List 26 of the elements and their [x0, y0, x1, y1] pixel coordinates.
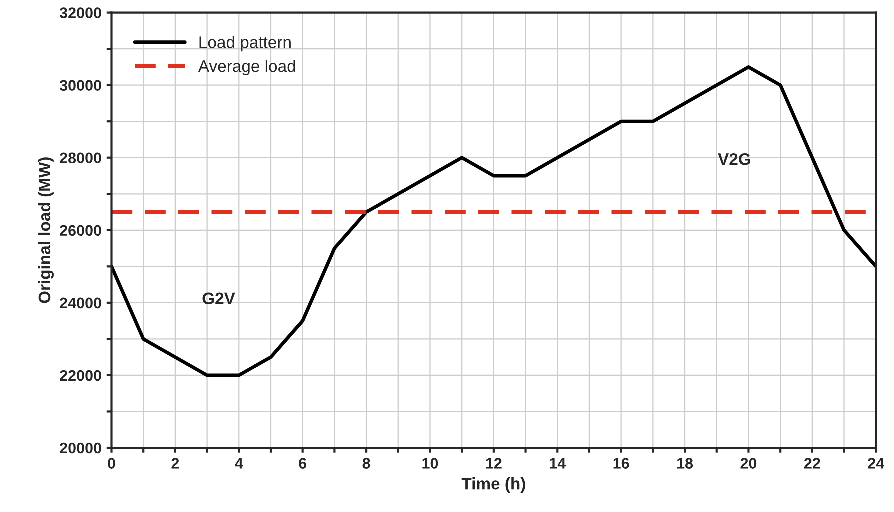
legend-label: Average load	[198, 60, 296, 76]
x-tick-label: 14	[550, 458, 566, 469]
x-tick-label: 10	[422, 458, 438, 469]
y-axis-title: Original load (MW)	[38, 158, 54, 304]
x-tick-label: 22	[804, 458, 820, 469]
x-tick-label: 8	[362, 458, 370, 469]
legend-label: Load pattern	[200, 36, 291, 52]
x-tick-label: 18	[677, 458, 694, 469]
x-tick-label: 2	[172, 458, 180, 469]
y-tick-label: 26000	[60, 225, 102, 236]
annotation: V2G	[718, 153, 750, 166]
x-tick-label: 12	[486, 458, 502, 469]
x-tick-label: 4	[235, 458, 244, 469]
y-tick-label: 30000	[60, 80, 102, 92]
x-tick-label: 0	[108, 458, 116, 469]
x-tick-label: 20	[740, 458, 757, 469]
y-tick-label: 20000	[60, 442, 102, 454]
y-tick-label: 28000	[60, 152, 102, 164]
y-tick-label: 22000	[60, 370, 102, 382]
x-tick-label: 24	[868, 458, 885, 469]
x-tick-label: 6	[299, 458, 307, 469]
x-axis-title: Time (h)	[462, 478, 526, 494]
annotation: G2V	[202, 292, 236, 305]
y-tick-label: 32000	[60, 8, 102, 19]
y-tick-label: 24000	[60, 298, 102, 309]
x-tick-label: 16	[614, 458, 630, 469]
